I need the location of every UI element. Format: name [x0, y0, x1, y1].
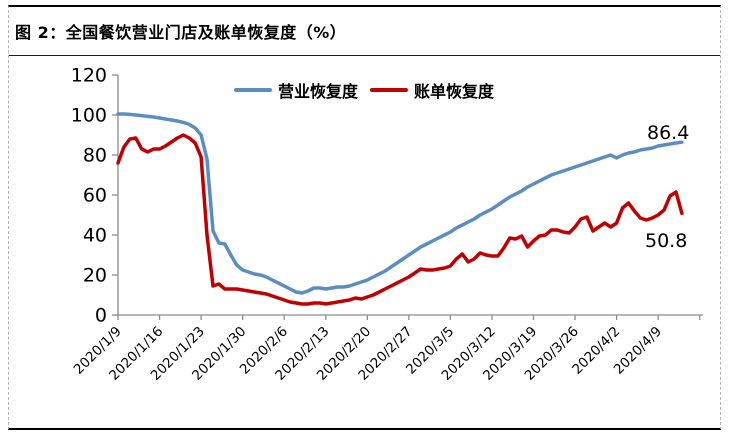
figure-panel: 图 2：全国餐饮营业门店及账单恢复度（%） 0 20 40 60 80 100 120 202… [8, 5, 721, 430]
svg-text:20: 20 [83, 265, 107, 287]
svg-text:100: 100 [71, 105, 107, 127]
legend-item-business-recovery: 营业恢复度 [233, 78, 358, 102]
line-chart: 0204060801001202020/1/92020/1/162020/1/2… [71, 65, 703, 384]
end-value-business-recovery: 86.4 [647, 122, 690, 144]
legend-line-red-icon [370, 87, 408, 93]
end-value-bill-recovery: 50.8 [645, 230, 688, 252]
svg-text:0: 0 [95, 305, 107, 327]
legend-label-business-recovery: 营业恢复度 [277, 82, 358, 101]
svg-text:80: 80 [83, 145, 107, 167]
legend-label-bill-recovery: 账单恢复度 [414, 82, 495, 101]
svg-text:60: 60 [83, 185, 107, 207]
legend-line-blue-icon [233, 87, 272, 93]
chart-area: 0 20 40 60 80 100 120 2020/1/9 2020/1/16 2020/1/2… [9, 56, 719, 427]
legend-item-bill-recovery: 账单恢复度 [370, 78, 494, 102]
svg-text:40: 40 [83, 225, 107, 247]
figure-title: 图 2：全国餐饮营业门店及账单恢复度（%） [9, 7, 720, 56]
svg-text:120: 120 [71, 65, 107, 87]
chart-legend: 营业恢复度 账单恢复度 [233, 78, 494, 102]
